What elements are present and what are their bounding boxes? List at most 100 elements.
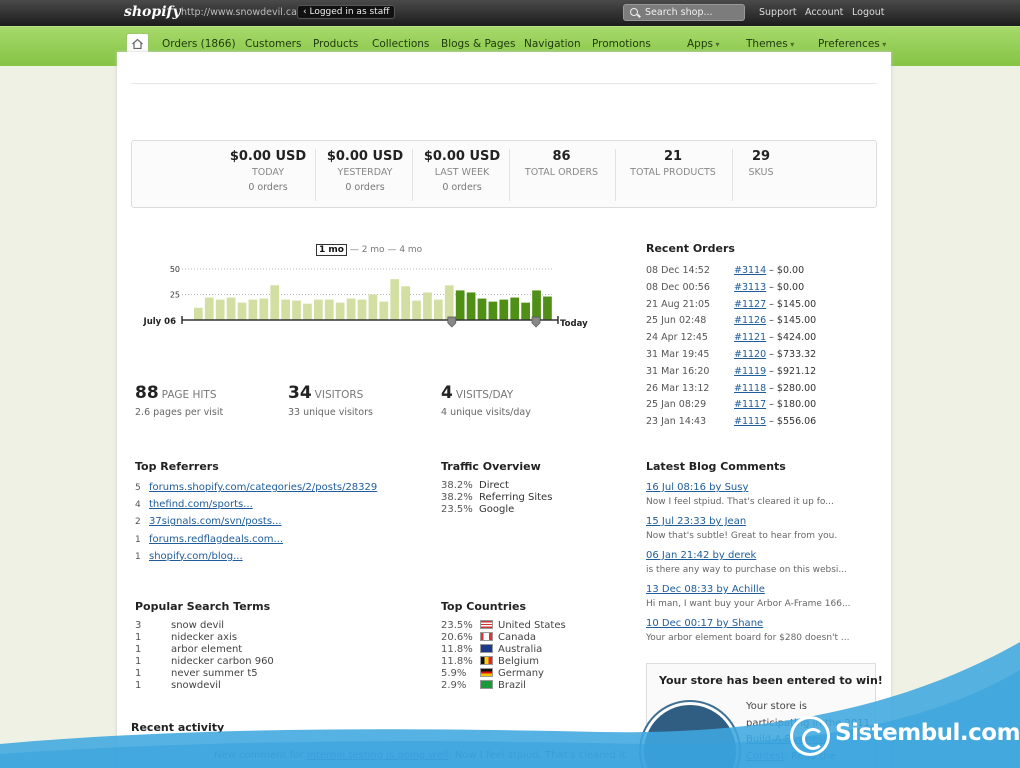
- referrer-link[interactable]: 37signals.com/svn/posts...: [149, 516, 282, 528]
- nav-collections[interactable]: Collections: [372, 38, 430, 50]
- x-end-label: Today: [560, 319, 588, 329]
- chart-bar: [444, 285, 454, 320]
- search-placeholder: Search shop...: [645, 7, 713, 18]
- nav-preferences-dropdown[interactable]: Preferences: [818, 38, 886, 50]
- order-row: 31 Mar 19:45 #1120 – $733.32: [646, 347, 876, 364]
- blog-comment-excerpt: Your arbor element board for $280 doesn'…: [646, 633, 850, 643]
- order-link[interactable]: #3114: [734, 265, 767, 276]
- country-name: Germany: [498, 668, 544, 679]
- account-link[interactable]: Account: [805, 7, 844, 18]
- site-url[interactable]: http://www.snowdevil.ca: [181, 7, 297, 18]
- divider: [131, 83, 877, 84]
- search-term-count: 3: [135, 620, 142, 631]
- stat-value: 21: [663, 149, 683, 164]
- order-amount: – $733.32: [766, 348, 817, 360]
- traffic-overview-panel: Traffic Overview 38.2% Direct 38.2% Referri…: [441, 460, 552, 516]
- stat-value: $0.00 USD: [326, 149, 404, 164]
- chart-bar: [521, 302, 530, 320]
- nav-promotions[interactable]: Promotions: [592, 38, 651, 50]
- traffic-overview-title: Traffic Overview: [441, 460, 541, 473]
- range-2mo[interactable]: 2 mo: [361, 245, 385, 255]
- chart-bar: [215, 299, 225, 320]
- search-term-row: 1 nidecker axis: [135, 632, 274, 644]
- order-link[interactable]: #1119: [734, 365, 767, 377]
- chart-bar: [390, 279, 400, 320]
- referrer-row: 1 forums.redflagdeals.com...: [135, 531, 425, 548]
- traffic-row: 38.2% Direct: [441, 480, 552, 492]
- stat-label: YESTERDAY: [337, 167, 393, 178]
- referrer-link[interactable]: forums.shopify.com/categories/2/posts/28…: [149, 482, 378, 493]
- range-4mo[interactable]: 4 mo: [399, 245, 423, 255]
- chart-bar: [532, 290, 541, 320]
- blog-comment-excerpt: Hi man, I want buy your Arbor A-Frame 16…: [646, 599, 851, 609]
- blog-comment-link[interactable]: 06 Jan 21:42 by derek: [646, 550, 757, 561]
- shopify-logo[interactable]: shopify: [124, 4, 181, 20]
- chart-bar: [259, 298, 269, 320]
- chart-bar: [324, 299, 334, 320]
- order-link[interactable]: #3113: [734, 281, 767, 293]
- chart-bar: [466, 292, 476, 320]
- divider: [412, 149, 413, 201]
- nav-blogs-pages[interactable]: Blogs & Pages: [441, 38, 516, 50]
- stat-total-orders: 86 TOTAL ORDERS: [519, 149, 604, 199]
- nav-themes-dropdown[interactable]: Themes: [746, 38, 794, 50]
- blog-comment: 16 Jul 08:16 by Susy Now I feel stpiud. T…: [646, 480, 876, 507]
- contest-box: Your store has been entered to win! Your…: [641, 663, 883, 768]
- nav-navigation[interactable]: Navigation: [524, 38, 581, 50]
- order-row: 31 Mar 16:20 #1119 – $921.12: [646, 364, 876, 381]
- referrer-link[interactable]: forums.redflagdeals.com...: [149, 533, 284, 545]
- visits-per-day-sub: 4 unique visits/day: [441, 407, 531, 418]
- referrer-count: 1: [135, 551, 141, 562]
- blog-comment: 06 Jan 21:42 by derek is there any way to…: [646, 548, 876, 575]
- home-tab[interactable]: [126, 33, 149, 55]
- referrer-link[interactable]: thefind.com/sports...: [149, 499, 253, 511]
- nav-customers[interactable]: Customers: [245, 38, 302, 50]
- nav-orders[interactable]: Orders (1866): [162, 38, 236, 50]
- search-term-row: 3 snow devil: [135, 620, 274, 632]
- search-icon: [630, 8, 638, 16]
- order-date: 31 Mar 16:20: [646, 365, 710, 377]
- blog-comment-link[interactable]: 16 Jul 08:16 by Susy: [646, 482, 749, 493]
- logout-link[interactable]: Logout: [852, 7, 885, 18]
- country-percent: 5.9%: [441, 668, 467, 679]
- stat-label: LAST WEEK: [434, 167, 490, 178]
- order-amount: – $0.00: [766, 281, 805, 293]
- nav-apps-dropdown[interactable]: Apps: [687, 38, 720, 50]
- activity-link[interactable]: Internal testing is going well: [306, 750, 449, 761]
- blog-comments-title: Latest Blog Comments: [646, 460, 786, 473]
- traffic-source: Google: [479, 504, 515, 515]
- stat-today: $0.00 USD TODAY 0 orders: [228, 149, 308, 199]
- stat-label: TODAY: [252, 167, 284, 178]
- chart-bar: [477, 298, 487, 320]
- blog-comment-link[interactable]: 13 Dec 08:33 by Achille: [646, 584, 765, 595]
- order-link[interactable]: #1118: [734, 382, 767, 394]
- search-term-count: 1: [135, 632, 142, 643]
- chart-bar: [237, 302, 247, 320]
- support-link[interactable]: Support: [759, 7, 797, 18]
- order-link[interactable]: #1115: [734, 416, 767, 428]
- range-1mo[interactable]: 1 mo: [316, 244, 347, 256]
- blog-comment-link[interactable]: 10 Dec 00:17 by Shane: [646, 618, 764, 629]
- range-handle[interactable]: [447, 316, 457, 328]
- search-input[interactable]: Search shop...: [623, 4, 745, 21]
- blog-comment-link[interactable]: 15 Jul 23:33 by Jean: [646, 516, 747, 527]
- order-link[interactable]: #1126: [734, 315, 767, 327]
- referrer-link[interactable]: shopify.com/blog...: [149, 550, 243, 562]
- x-start-label: July 06: [143, 317, 177, 327]
- chart-bar: [412, 300, 421, 320]
- order-link[interactable]: #1127: [734, 298, 767, 310]
- order-row: 25 Jun 02:48 #1126 – $145.00: [646, 313, 876, 330]
- nav-products[interactable]: Products: [313, 38, 359, 50]
- order-amount: – $280.00: [766, 382, 817, 394]
- order-link[interactable]: #1117: [734, 399, 767, 411]
- australia-flag: [480, 644, 493, 653]
- order-row: 08 Dec 00:56 #3113 – $0.00: [646, 280, 876, 297]
- order-link[interactable]: #1121: [734, 332, 767, 344]
- page-hits-sub: 2.6 pages per visit: [135, 407, 224, 418]
- chart-bar: [488, 301, 498, 320]
- order-date: 08 Dec 14:52: [646, 265, 710, 276]
- staff-login-badge[interactable]: ‹ Logged in as staff: [297, 5, 396, 19]
- range-handle[interactable]: [531, 316, 541, 328]
- order-amount: – $921.12: [766, 365, 817, 377]
- order-link[interactable]: #1120: [734, 348, 767, 360]
